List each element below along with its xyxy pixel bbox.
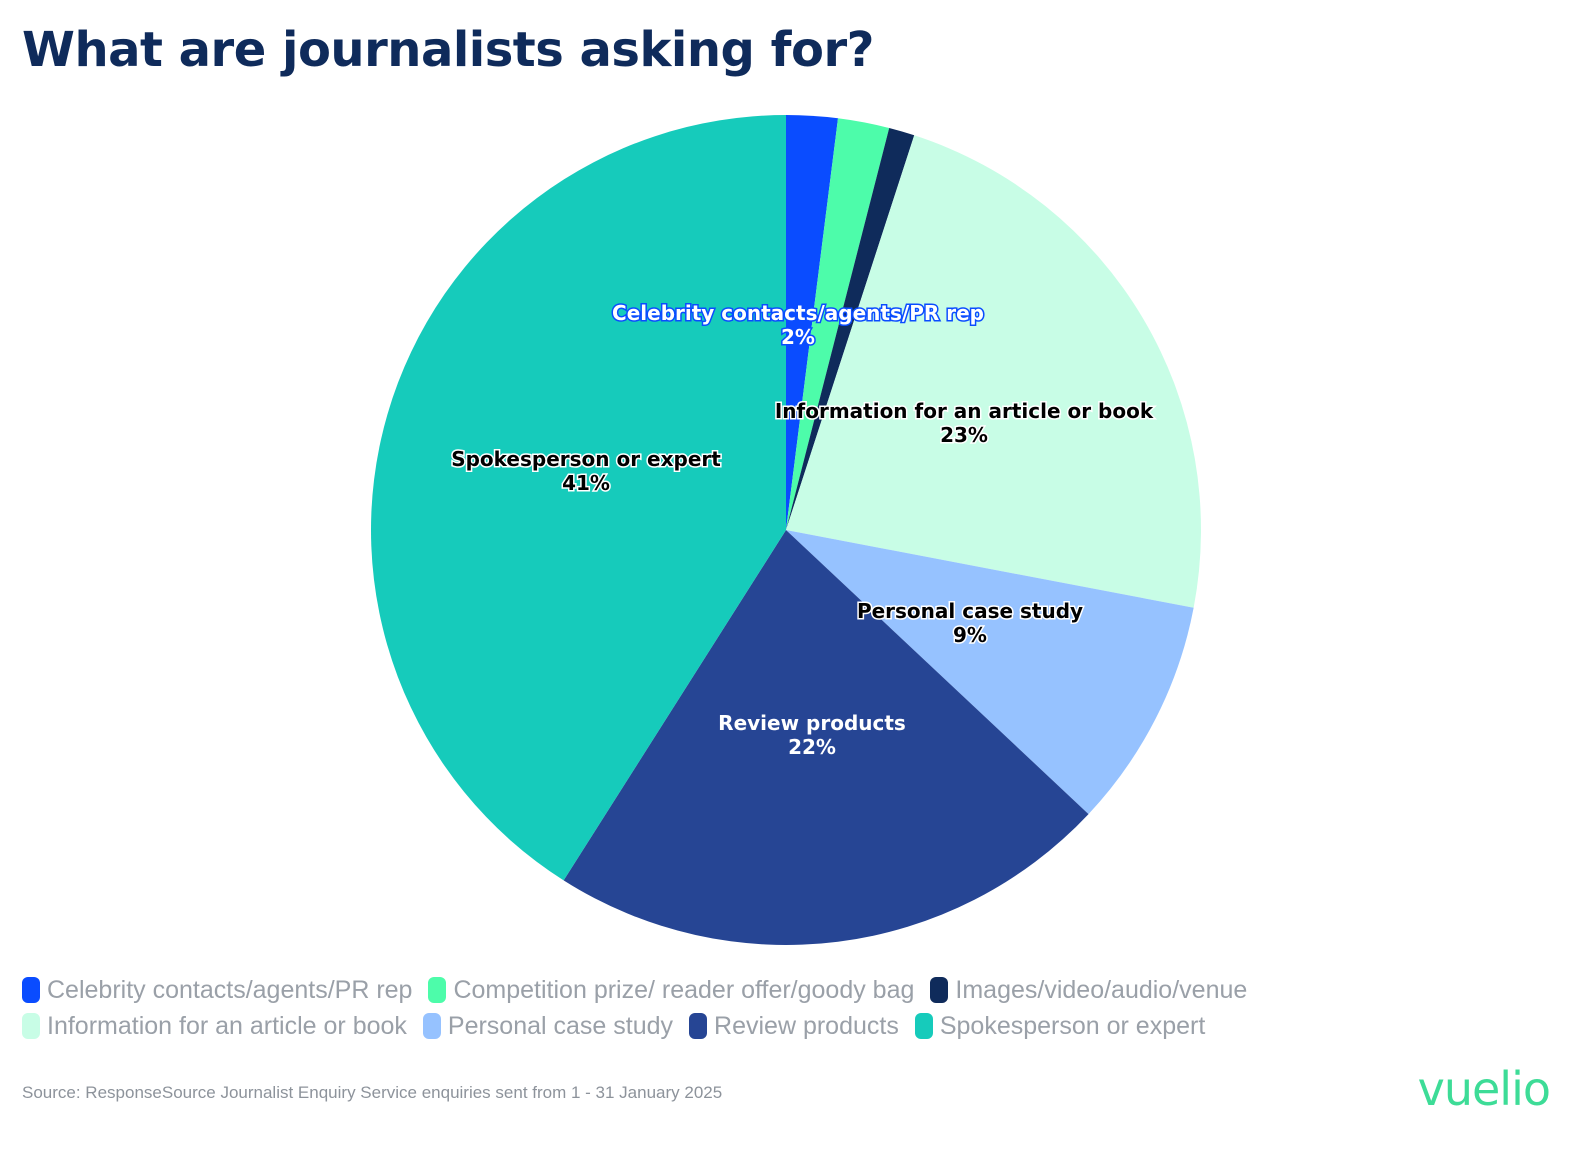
pie-slice bbox=[786, 118, 890, 530]
pie-slice bbox=[563, 530, 1089, 945]
legend-item: Celebrity contacts/agents/PR rep bbox=[22, 976, 412, 1005]
pie-slice bbox=[371, 115, 786, 881]
source-note: Source: ResponseSource Journalist Enquir… bbox=[22, 1083, 723, 1102]
slice-percent-label: 2% bbox=[781, 325, 815, 349]
slice-label: Spokesperson or expert bbox=[451, 447, 721, 471]
pie-slice bbox=[786, 128, 915, 530]
legend-item: Personal case study bbox=[422, 1011, 674, 1041]
legend-label: Celebrity contacts/agents/PR rep bbox=[47, 975, 413, 1004]
legend-label: Images/video/audio/venue bbox=[955, 975, 1248, 1004]
legend-swatch bbox=[914, 1013, 933, 1039]
slice-percent-label: 9% bbox=[953, 623, 987, 647]
legend-label: Information for an article or book bbox=[47, 1011, 407, 1040]
pie-slice bbox=[786, 135, 1201, 608]
slice-percent-label: 22% bbox=[788, 735, 836, 759]
legend-label: Competition prize/ reader offer/goody ba… bbox=[453, 975, 915, 1004]
slice-label: Personal case study bbox=[857, 599, 1083, 623]
legend-item: Information for an article or book bbox=[22, 1012, 407, 1041]
legend-item: Images/video/audio/venue bbox=[930, 976, 1247, 1005]
legend-row-1: Celebrity contacts/agents/PR rep Competi… bbox=[22, 972, 1422, 1008]
vuelio-logo: vuelio bbox=[1417, 1062, 1551, 1116]
slice-label: Information for an article or book bbox=[775, 399, 1154, 423]
legend-label: Personal case study bbox=[447, 1011, 674, 1040]
legend-swatch bbox=[422, 1013, 441, 1039]
legend-label: Review products bbox=[714, 1011, 899, 1040]
slice-percent-label: 23% bbox=[940, 423, 988, 447]
pie-slice bbox=[786, 115, 839, 530]
legend-swatch bbox=[689, 1013, 708, 1039]
pie-slice bbox=[786, 530, 1194, 815]
chart-title: What are journalists asking for? bbox=[22, 22, 874, 78]
legend-item: Spokesperson or expert bbox=[914, 1011, 1206, 1041]
legend-item: Review products bbox=[689, 1012, 899, 1041]
legend-swatch bbox=[22, 1013, 40, 1039]
slice-label: Review products bbox=[718, 711, 906, 735]
legend-row-2: Information for an article or book Perso… bbox=[22, 1008, 1422, 1044]
legend: Celebrity contacts/agents/PR rep Competi… bbox=[22, 972, 1422, 1044]
legend-swatch bbox=[428, 977, 447, 1003]
legend-label: Spokesperson or expert bbox=[939, 1011, 1206, 1040]
slice-percent-label: 41% bbox=[562, 471, 610, 495]
slice-label: Celebrity contacts/agents/PR rep bbox=[612, 301, 984, 325]
legend-swatch bbox=[930, 977, 949, 1003]
legend-swatch bbox=[22, 977, 40, 1003]
legend-item: Competition prize/ reader offer/goody ba… bbox=[428, 976, 914, 1005]
